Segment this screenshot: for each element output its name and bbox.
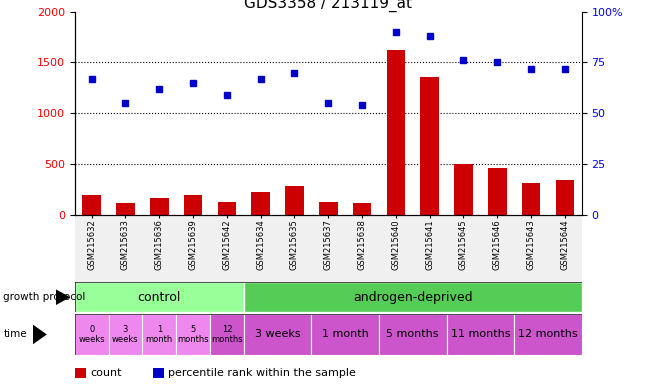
Text: 1
month: 1 month [146, 325, 173, 344]
Bar [75, 282, 244, 312]
Bar [252, 192, 270, 215]
Bar [447, 314, 514, 355]
Bar [488, 168, 506, 215]
Text: growth protocol: growth protocol [3, 292, 86, 302]
Text: 11 months: 11 months [450, 329, 510, 339]
Text: androgen-deprived: androgen-deprived [353, 291, 473, 304]
Bar [319, 202, 337, 215]
Polygon shape [56, 290, 70, 305]
Text: 5 months: 5 months [387, 329, 439, 339]
Bar [244, 314, 311, 355]
Bar [522, 184, 540, 215]
Bar [116, 203, 135, 215]
Bar [83, 195, 101, 215]
Bar [421, 77, 439, 215]
Bar [109, 314, 142, 355]
Bar [210, 314, 244, 355]
Bar [184, 195, 202, 215]
Polygon shape [32, 324, 47, 344]
Text: time: time [3, 329, 27, 339]
Text: 5
months: 5 months [177, 325, 209, 344]
Bar [353, 203, 371, 215]
Text: 3 weeks: 3 weeks [255, 329, 300, 339]
Text: 12 months: 12 months [518, 329, 578, 339]
Text: percentile rank within the sample: percentile rank within the sample [168, 368, 356, 378]
Text: control: control [138, 291, 181, 304]
Bar [379, 314, 447, 355]
Text: count: count [90, 368, 122, 378]
Bar [176, 314, 210, 355]
Bar [75, 314, 109, 355]
Bar [244, 282, 582, 312]
Text: 0
weeks: 0 weeks [79, 325, 105, 344]
Bar [142, 314, 176, 355]
Bar [150, 198, 168, 215]
Bar [454, 164, 473, 215]
Bar [285, 185, 304, 215]
Bar [311, 314, 379, 355]
Title: GDS3358 / 213119_at: GDS3358 / 213119_at [244, 0, 412, 12]
Text: 3
weeks: 3 weeks [112, 325, 138, 344]
Bar [514, 314, 582, 355]
Text: 12
months: 12 months [211, 325, 242, 344]
Bar [218, 202, 236, 215]
Bar [387, 50, 405, 215]
Text: 1 month: 1 month [322, 329, 369, 339]
Bar [556, 180, 574, 215]
